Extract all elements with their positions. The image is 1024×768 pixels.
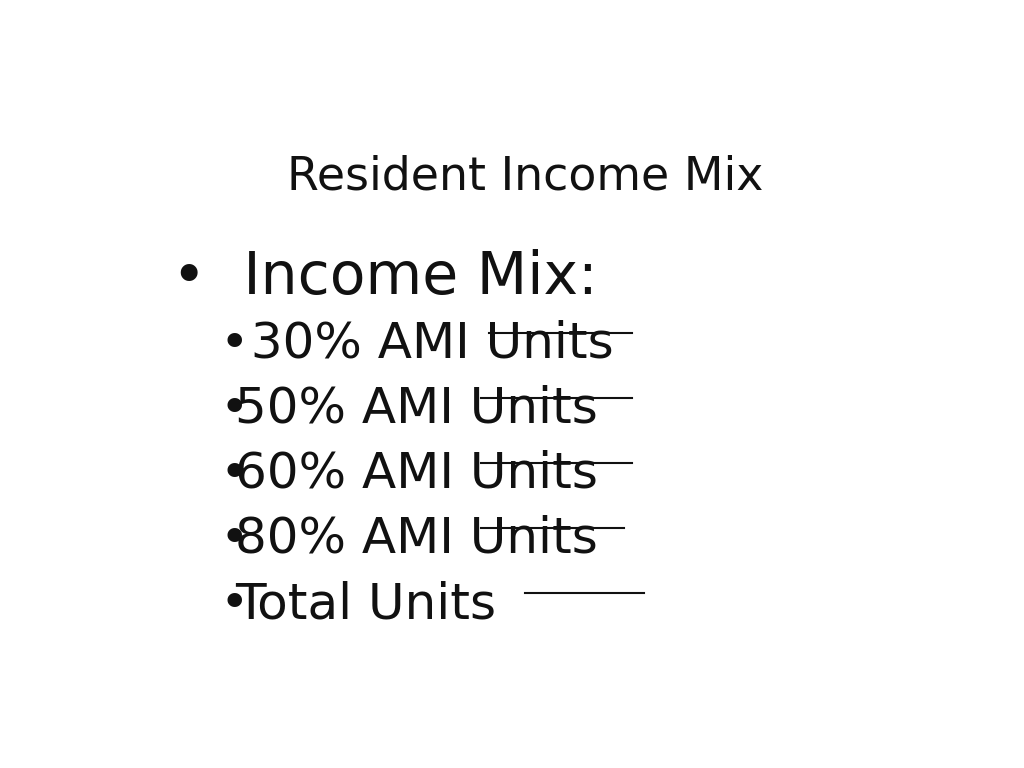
Text: •: • xyxy=(219,580,249,628)
Text: •: • xyxy=(219,385,249,433)
Text: Total Units: Total Units xyxy=(236,580,497,628)
Text: •  Income Mix:: • Income Mix: xyxy=(172,249,597,306)
Text: •: • xyxy=(219,450,249,498)
Text: •: • xyxy=(219,319,249,368)
Text: 30% AMI Units: 30% AMI Units xyxy=(236,319,613,368)
Text: 60% AMI Units: 60% AMI Units xyxy=(236,450,598,498)
Text: 50% AMI Units: 50% AMI Units xyxy=(236,385,598,433)
Text: Resident Income Mix: Resident Income Mix xyxy=(287,154,763,199)
Text: •: • xyxy=(219,515,249,563)
Text: 80% AMI Units: 80% AMI Units xyxy=(236,515,598,563)
